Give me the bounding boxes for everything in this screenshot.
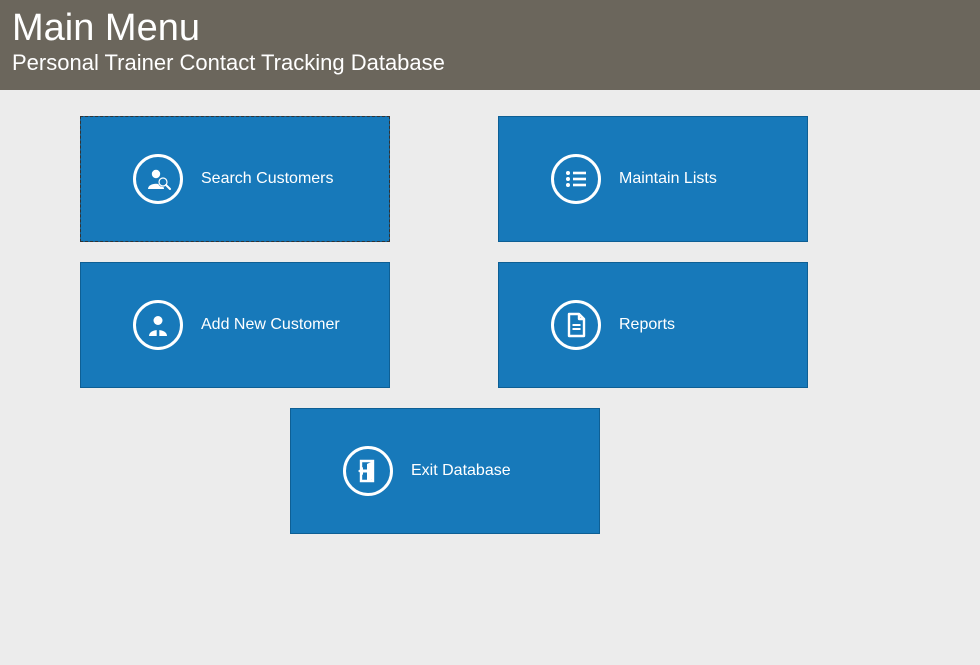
exit-icon [343, 446, 393, 496]
person-icon [133, 300, 183, 350]
reports-button[interactable]: Reports [498, 262, 808, 388]
tile-label: Maintain Lists [619, 170, 717, 188]
tile-label: Exit Database [411, 462, 511, 480]
document-icon [551, 300, 601, 350]
page-subtitle: Personal Trainer Contact Tracking Databa… [12, 50, 968, 76]
tile-label: Reports [619, 316, 675, 334]
add-customer-button[interactable]: Add New Customer [80, 262, 390, 388]
page-title: Main Menu [12, 8, 968, 50]
tile-label: Add New Customer [201, 316, 340, 334]
person-search-icon [133, 154, 183, 204]
exit-database-button[interactable]: Exit Database [290, 408, 600, 534]
header: Main Menu Personal Trainer Contact Track… [0, 0, 980, 90]
maintain-lists-button[interactable]: Maintain Lists [498, 116, 808, 242]
tile-grid: Search Customers Maintain Lists Add New … [0, 90, 980, 650]
search-customers-button[interactable]: Search Customers [80, 116, 390, 242]
list-icon [551, 154, 601, 204]
tile-label: Search Customers [201, 170, 334, 188]
